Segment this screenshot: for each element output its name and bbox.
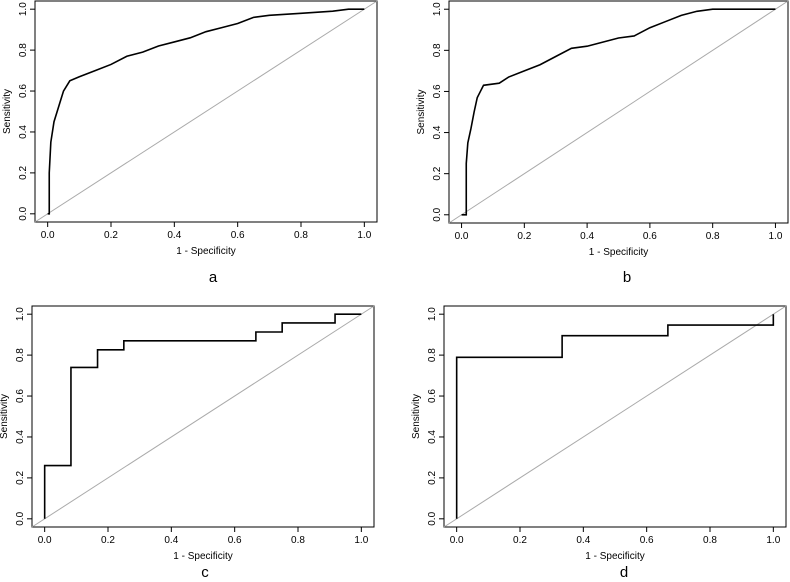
x-tick-label: 0.2 [101, 535, 115, 546]
roc-curve [43, 313, 362, 519]
plot-frame [31, 305, 375, 528]
roc-curve [455, 314, 775, 519]
y-tick-label: 0.8 [15, 348, 26, 362]
y-tick-label: 0.0 [427, 511, 438, 525]
y-tick-label: 0.8 [432, 43, 443, 57]
reference-line [448, 0, 789, 224]
y-tick-label: 0.0 [432, 207, 443, 221]
x-tick-label: 0.2 [513, 535, 527, 546]
reference-line [443, 305, 787, 528]
y-tick-label: 0.6 [427, 389, 438, 403]
reference-line [31, 305, 375, 528]
x-tick-label: 1.0 [768, 231, 782, 242]
x-tick-label: 1.0 [766, 535, 780, 546]
x-tick-label: 1.0 [357, 230, 371, 241]
x-tick-label: 0.0 [455, 231, 469, 242]
y-tick-label: 0.4 [427, 430, 438, 444]
y-tick-label: 0.6 [432, 84, 443, 98]
roc-curve [461, 8, 776, 216]
x-axis-label: 1 - Specificity [173, 551, 232, 562]
x-axis-label: 1 - Specificity [585, 551, 644, 562]
plot-frame [443, 305, 787, 528]
x-tick-label: 0.0 [38, 535, 52, 546]
y-tick-label: 0.2 [15, 471, 26, 485]
x-tick-label: 0.8 [706, 231, 720, 242]
x-tick-label: 0.2 [517, 231, 531, 242]
y-tick-label: 0.4 [18, 125, 29, 139]
x-axis-label: 1 - Specificity [589, 247, 648, 258]
x-tick-label: 0.6 [228, 535, 242, 546]
y-axis-label: Sensitivity [2, 89, 13, 134]
x-tick-label: 0.8 [703, 535, 717, 546]
y-axis-label: Sensitivity [416, 89, 427, 134]
y-tick-label: 0.2 [432, 166, 443, 180]
y-tick-label: 0.2 [18, 166, 29, 180]
y-tick-label: 0.0 [15, 511, 26, 525]
y-tick-label: 0.8 [427, 348, 438, 362]
y-axis-label: Sensitivity [411, 394, 422, 439]
y-tick-label: 0.4 [15, 430, 26, 444]
reference-line [34, 0, 378, 223]
y-tick-label: 0.4 [432, 125, 443, 139]
y-tick-label: 0.6 [15, 389, 26, 403]
y-tick-label: 1.0 [427, 307, 438, 321]
y-tick-label: 1.0 [15, 307, 26, 321]
y-tick-label: 0.0 [18, 206, 29, 220]
y-axis-label: Sensitivity [0, 394, 10, 439]
x-tick-label: 0.8 [294, 230, 308, 241]
x-tick-label: 0.6 [643, 231, 657, 242]
panel-caption: b [623, 269, 631, 286]
x-tick-label: 0.4 [167, 230, 181, 241]
panel-caption: d [620, 564, 628, 581]
x-tick-label: 0.0 [450, 535, 464, 546]
y-tick-label: 1.0 [18, 2, 29, 16]
panel-caption: a [209, 269, 218, 286]
panel-caption: c [201, 564, 209, 581]
y-tick-label: 0.8 [18, 43, 29, 57]
x-tick-label: 0.4 [164, 535, 178, 546]
y-tick-label: 1.0 [432, 2, 443, 16]
y-tick-label: 0.6 [18, 84, 29, 98]
x-tick-label: 0.4 [576, 535, 590, 546]
roc-curve [47, 8, 365, 215]
x-tick-label: 0.6 [231, 230, 245, 241]
plot-frame [34, 0, 378, 223]
x-axis-label: 1 - Specificity [176, 246, 235, 257]
x-tick-label: 0.8 [291, 535, 305, 546]
x-tick-label: 0.0 [41, 230, 55, 241]
y-tick-label: 0.2 [427, 471, 438, 485]
x-tick-label: 0.6 [640, 535, 654, 546]
x-tick-label: 1.0 [354, 535, 368, 546]
x-tick-label: 0.4 [580, 231, 594, 242]
plot-frame [448, 0, 789, 224]
x-tick-label: 0.2 [104, 230, 118, 241]
